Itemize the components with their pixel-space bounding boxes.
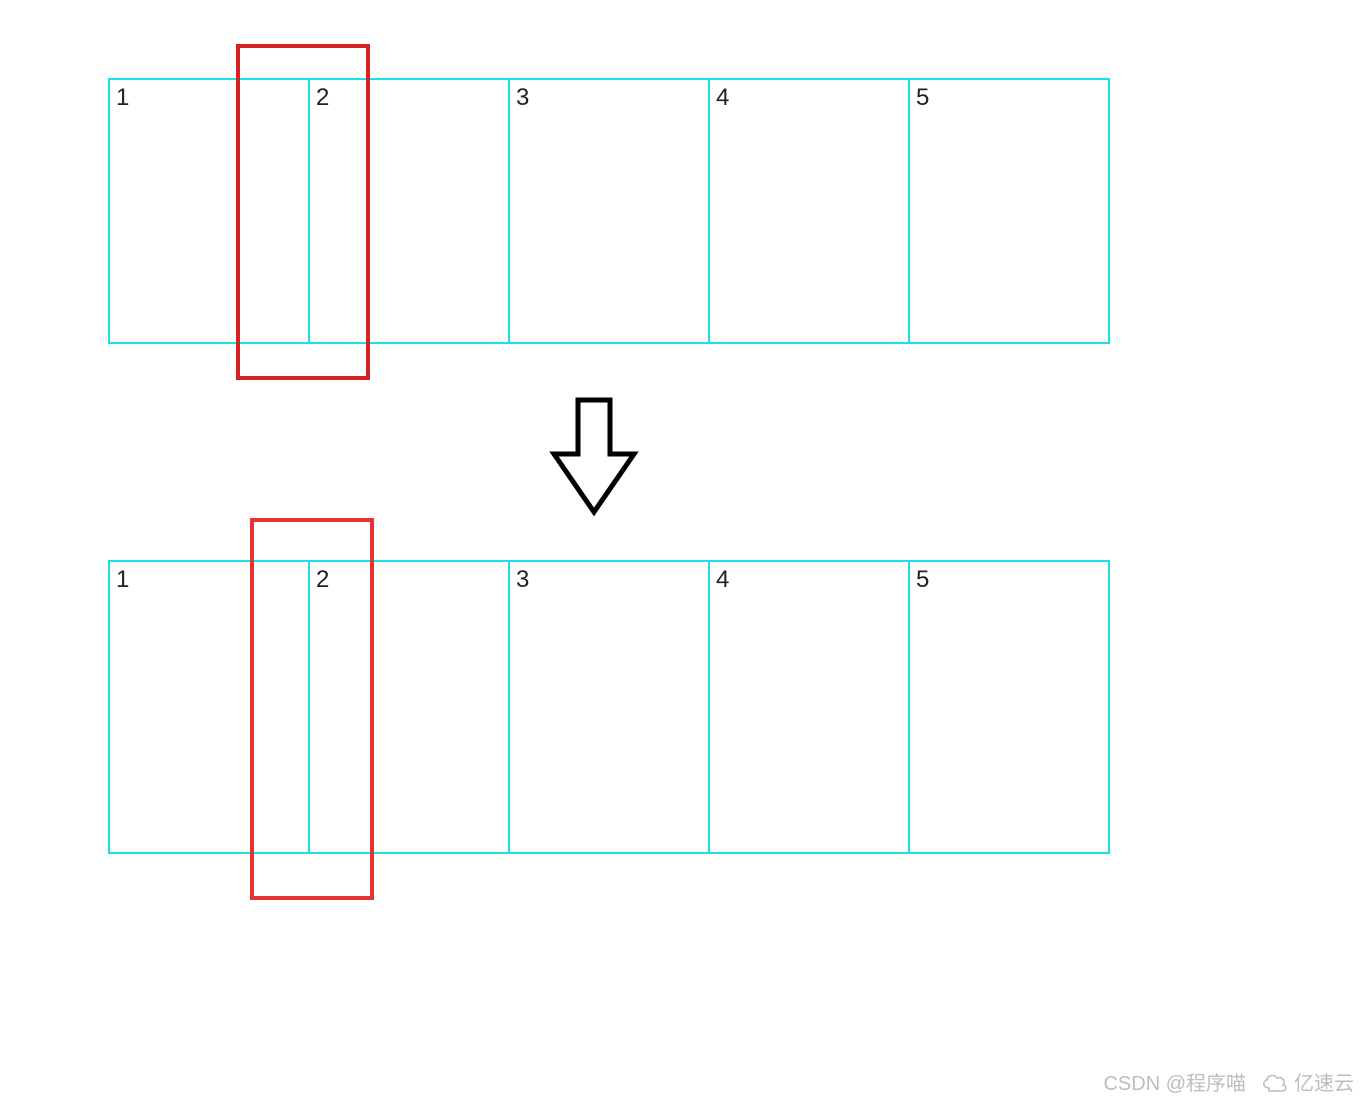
top-cell-4: 4 [708,78,910,344]
watermark: CSDN @程序喵 亿速云 [1103,1067,1354,1096]
top-cell-5: 5 [908,78,1110,344]
top-cell-3: 3 [508,78,710,344]
bottom-cell-4: 4 [708,560,910,854]
down-arrow-icon [548,396,640,516]
bottom-cell-3: 3 [508,560,710,854]
bottom-cell-5: 5 [908,560,1110,854]
highlight-box-bottom [250,518,374,900]
watermark-right-text: 亿速云 [1294,1067,1354,1096]
highlight-box-top [236,44,370,380]
cloud-icon [1260,1072,1290,1092]
watermark-right: 亿速云 [1260,1067,1354,1096]
watermark-left-text: CSDN @程序喵 [1103,1067,1246,1096]
